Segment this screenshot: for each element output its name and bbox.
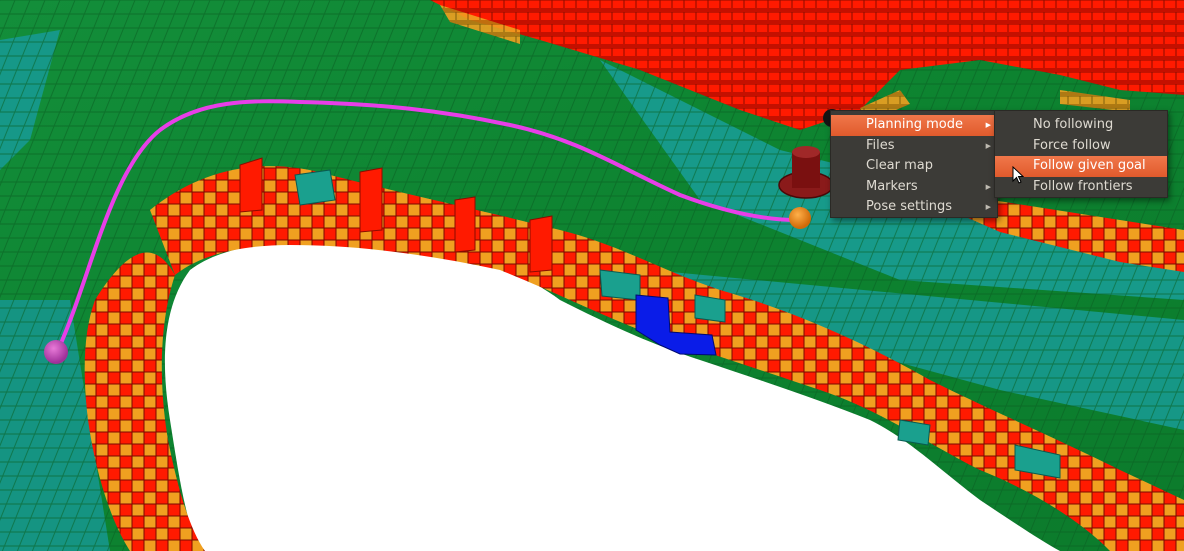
menu-item-label: No following <box>1033 117 1114 132</box>
obstacle-rim-left <box>84 252 205 551</box>
submenu-arrow-icon: ▶ <box>985 203 991 211</box>
menu-item-pose-settings[interactable]: Pose settings ▶ <box>831 197 997 218</box>
submenu-arrow-icon: ▶ <box>985 121 991 129</box>
mouse-cursor-icon <box>1012 166 1024 184</box>
menu-item-follow-given-goal[interactable]: Follow given goal <box>995 156 1167 177</box>
submenu-arrow-icon: ▶ <box>985 182 991 191</box>
obstacle-wall-top <box>430 0 1184 130</box>
planning-mode-submenu: No following Force follow Follow given g… <box>994 110 1168 198</box>
goal-marker[interactable] <box>789 207 811 229</box>
unknown-voxels <box>635 294 717 356</box>
menu-item-no-following[interactable]: No following <box>995 115 1167 136</box>
menu-item-follow-frontiers[interactable]: Follow frontiers <box>995 177 1167 198</box>
menu-item-markers[interactable]: Markers ▶ <box>831 177 997 198</box>
planned-path <box>56 99 800 352</box>
menu-item-label: Files <box>866 137 895 153</box>
free-space-void <box>164 241 1060 551</box>
context-menu: Planning mode ▶ Files ▶ Clear map Marker… <box>830 110 998 218</box>
start-marker[interactable] <box>44 340 68 364</box>
obstacle-columns <box>239 157 553 273</box>
menu-item-label: Markers <box>866 178 918 194</box>
obstacle-wall-right <box>950 195 1184 272</box>
menu-item-label: Clear map <box>866 158 934 173</box>
menu-item-clear-map[interactable]: Clear map <box>831 156 997 177</box>
menu-item-force-follow[interactable]: Force follow <box>995 136 1167 157</box>
menu-item-planning-mode[interactable]: Planning mode ▶ <box>831 115 997 136</box>
menu-item-label: Planning mode <box>866 117 963 132</box>
menu-item-label: Pose settings <box>866 199 953 214</box>
menu-item-label: Follow frontiers <box>1033 178 1133 194</box>
menu-item-label: Force follow <box>1033 137 1111 153</box>
menu-item-label: Follow given goal <box>1033 158 1146 173</box>
menu-item-files[interactable]: Files ▶ <box>831 136 997 157</box>
submenu-arrow-icon: ▶ <box>985 141 991 150</box>
